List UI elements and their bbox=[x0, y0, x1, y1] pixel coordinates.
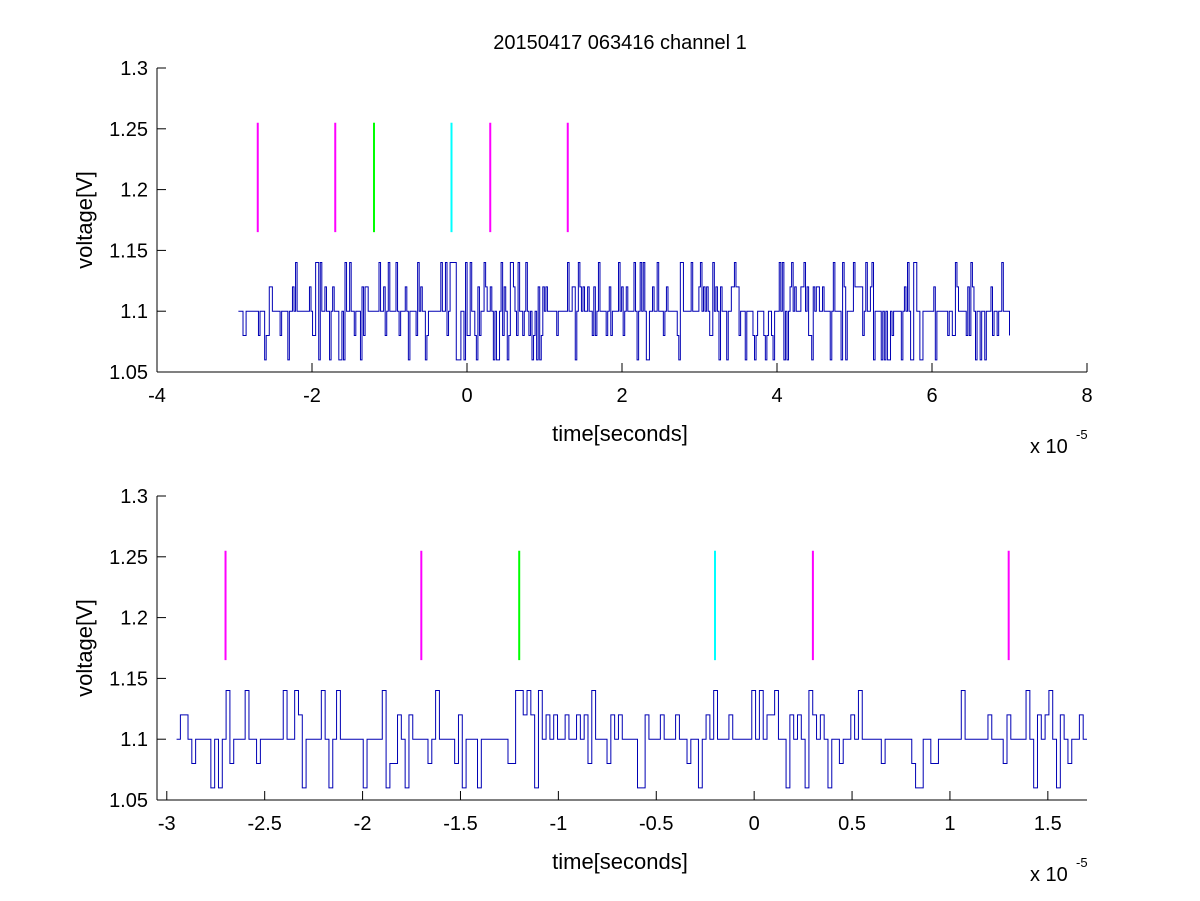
y-tick-label: 1.2 bbox=[120, 180, 148, 202]
x-axis-label: time[seconds] bbox=[552, 849, 688, 874]
x-tick-label: -1 bbox=[549, 813, 567, 835]
y-tick-label: 1.15 bbox=[109, 240, 148, 262]
x-tick-label: -1.5 bbox=[443, 813, 477, 835]
x-tick-label: -0.5 bbox=[639, 813, 673, 835]
x-tick-label: 0.5 bbox=[838, 813, 866, 835]
x-tick-label: -2 bbox=[303, 385, 321, 407]
y-axis-label: voltage[V] bbox=[72, 171, 97, 269]
x-tick-label: -4 bbox=[148, 385, 166, 407]
y-tick-label: 1.25 bbox=[109, 547, 148, 569]
x-exponent-power: -5 bbox=[1076, 855, 1088, 870]
x-tick-label: 4 bbox=[771, 385, 782, 407]
x-tick-label: 0 bbox=[461, 385, 472, 407]
y-axis-label: voltage[V] bbox=[72, 599, 97, 697]
x-tick-label: 1 bbox=[944, 813, 955, 835]
y-tick-label: 1.15 bbox=[109, 668, 148, 690]
y-tick-label: 1.3 bbox=[120, 58, 148, 80]
x-tick-label: 8 bbox=[1081, 385, 1092, 407]
figure-title: 20150417 063416 channel 1 bbox=[493, 32, 747, 54]
y-tick-label: 1.3 bbox=[120, 486, 148, 508]
x-tick-label: -3 bbox=[158, 813, 176, 835]
signal-line-1 bbox=[176, 690, 1087, 789]
y-tick-label: 1.1 bbox=[120, 301, 148, 323]
x-tick-label: 2 bbox=[616, 385, 627, 407]
x-exponent-multiplier: x 10 bbox=[1030, 436, 1068, 458]
bottom-subplot: -3 -2.5 -2 -1.5 -1 -0.5 0 0.5 1 1.5 1.05 1.1 1.15 1.2… bbox=[72, 486, 1088, 886]
x-tick-label: 6 bbox=[926, 385, 937, 407]
signal-line-1 bbox=[238, 262, 1010, 361]
x-exponent-power: -5 bbox=[1076, 427, 1088, 442]
x-exponent-multiplier: x 10 bbox=[1030, 864, 1068, 886]
x-tick-label: 1.5 bbox=[1034, 813, 1062, 835]
y-tick-label: 1.2 bbox=[120, 608, 148, 630]
y-tick-label: 1.1 bbox=[120, 729, 148, 751]
y-tick-label: 1.05 bbox=[109, 790, 148, 812]
x-axis-label: time[seconds] bbox=[552, 421, 688, 446]
y-tick-label: 1.25 bbox=[109, 119, 148, 141]
y-tick-label: 1.05 bbox=[109, 362, 148, 384]
x-tick-label: -2 bbox=[354, 813, 372, 835]
x-tick-label: -2.5 bbox=[247, 813, 281, 835]
top-subplot: -4 -2 0 2 4 6 8 1.05 1.1 1.15 1.2 1.25 1.3 time[secon… bbox=[72, 58, 1093, 458]
x-tick-label: 0 bbox=[749, 813, 760, 835]
